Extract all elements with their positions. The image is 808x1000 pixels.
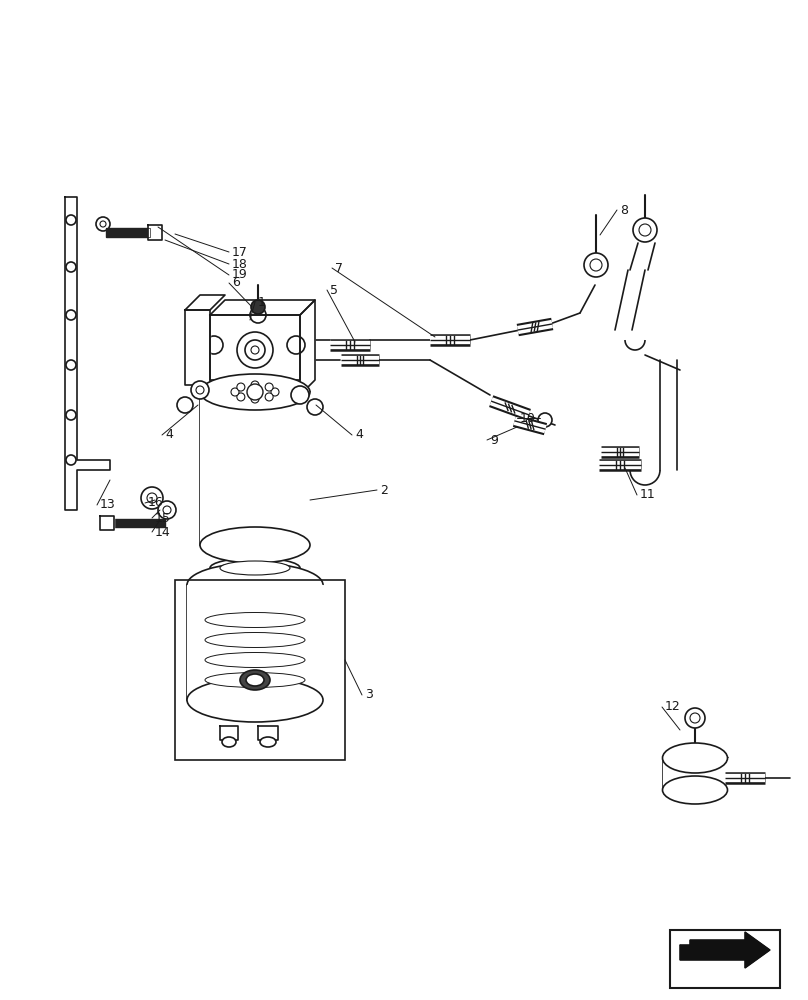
Text: 18: 18 (232, 257, 248, 270)
Polygon shape (210, 300, 315, 315)
Circle shape (287, 336, 305, 354)
Text: 13: 13 (100, 498, 116, 512)
Text: 2: 2 (380, 484, 388, 496)
Circle shape (177, 397, 193, 413)
Ellipse shape (205, 652, 305, 668)
Text: 7: 7 (335, 261, 343, 274)
Circle shape (237, 393, 245, 401)
Ellipse shape (222, 737, 236, 747)
Circle shape (231, 388, 239, 396)
Ellipse shape (240, 670, 270, 690)
Ellipse shape (205, 633, 305, 648)
Circle shape (307, 399, 323, 415)
Text: 4: 4 (355, 428, 363, 442)
Circle shape (265, 393, 273, 401)
Polygon shape (103, 519, 165, 527)
Circle shape (66, 310, 76, 320)
Text: 14: 14 (155, 526, 170, 538)
Circle shape (147, 493, 157, 503)
Polygon shape (258, 726, 278, 740)
Circle shape (251, 381, 259, 389)
Circle shape (271, 388, 279, 396)
Circle shape (251, 346, 259, 354)
Polygon shape (300, 300, 315, 395)
Circle shape (237, 332, 273, 368)
Circle shape (96, 217, 110, 231)
Circle shape (690, 713, 700, 723)
Circle shape (100, 221, 106, 227)
Text: 3: 3 (365, 688, 372, 702)
Ellipse shape (187, 563, 323, 607)
Ellipse shape (205, 612, 305, 628)
Polygon shape (200, 392, 310, 545)
Circle shape (291, 386, 309, 404)
Ellipse shape (210, 558, 300, 578)
Text: 11: 11 (640, 488, 656, 502)
Polygon shape (663, 758, 728, 790)
Ellipse shape (205, 672, 305, 688)
Circle shape (158, 501, 176, 519)
Polygon shape (210, 315, 300, 380)
Text: 6: 6 (232, 276, 240, 290)
Circle shape (196, 386, 204, 394)
Polygon shape (220, 726, 238, 740)
Polygon shape (100, 516, 114, 530)
Text: 10: 10 (520, 412, 536, 424)
Ellipse shape (246, 674, 264, 686)
Circle shape (191, 381, 209, 399)
Ellipse shape (187, 678, 323, 722)
Text: 17: 17 (232, 245, 248, 258)
Circle shape (265, 383, 273, 391)
Ellipse shape (200, 527, 310, 563)
Text: 8: 8 (620, 204, 628, 217)
Ellipse shape (663, 776, 727, 804)
Circle shape (66, 410, 76, 420)
Text: 15: 15 (155, 512, 170, 524)
Circle shape (237, 383, 245, 391)
Circle shape (205, 336, 223, 354)
Circle shape (163, 506, 171, 514)
Polygon shape (185, 295, 225, 310)
Ellipse shape (663, 743, 727, 773)
Circle shape (538, 413, 552, 427)
Circle shape (66, 215, 76, 225)
Bar (670, 930, 780, 988)
Polygon shape (106, 228, 150, 237)
Text: 16: 16 (148, 496, 164, 510)
Text: 1: 1 (258, 296, 266, 308)
Circle shape (251, 395, 259, 403)
Text: 12: 12 (665, 700, 681, 714)
Circle shape (66, 455, 76, 465)
Circle shape (66, 360, 76, 370)
Polygon shape (680, 932, 770, 968)
Circle shape (66, 262, 76, 272)
Polygon shape (65, 197, 110, 510)
Circle shape (250, 307, 266, 323)
Text: 9: 9 (490, 434, 498, 446)
Text: 5: 5 (330, 284, 338, 296)
Polygon shape (187, 585, 323, 700)
Circle shape (251, 300, 265, 314)
Circle shape (141, 487, 163, 509)
Circle shape (245, 340, 265, 360)
Text: 4: 4 (165, 428, 173, 442)
Circle shape (247, 384, 263, 400)
Bar (175, 580, 345, 760)
Ellipse shape (200, 374, 310, 410)
Circle shape (584, 253, 608, 277)
Polygon shape (148, 225, 162, 240)
Circle shape (590, 259, 602, 271)
Circle shape (633, 218, 657, 242)
Text: 19: 19 (232, 268, 248, 282)
Ellipse shape (220, 561, 290, 575)
Polygon shape (185, 310, 210, 385)
Circle shape (685, 708, 705, 728)
Ellipse shape (260, 737, 276, 747)
Circle shape (639, 224, 651, 236)
